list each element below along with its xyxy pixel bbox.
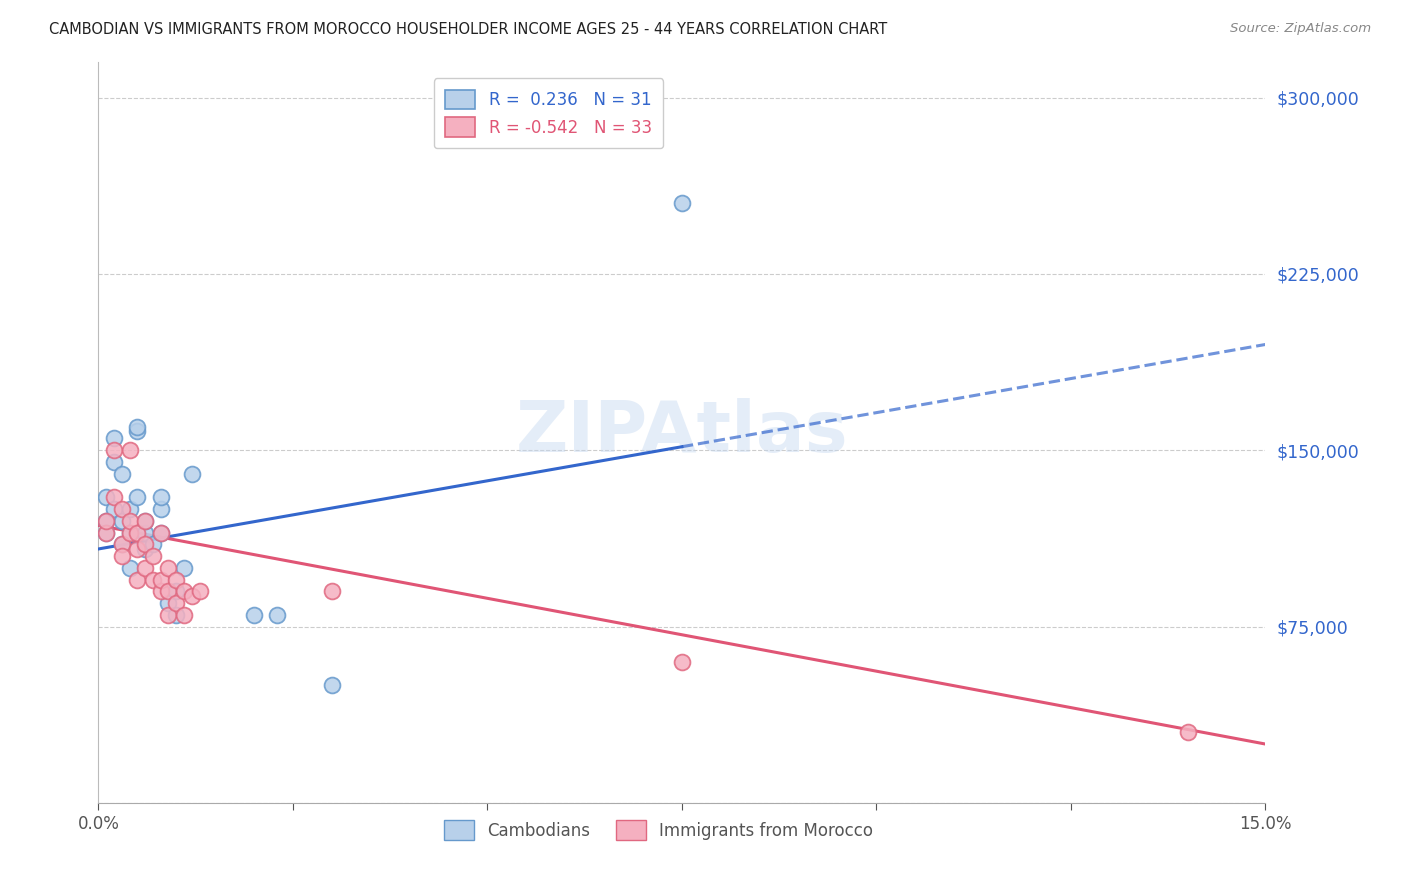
Point: [134, 514, 156, 528]
Point: [142, 537, 165, 551]
Text: Source: ZipAtlas.com: Source: ZipAtlas.com: [1230, 22, 1371, 36]
Point: [134, 537, 156, 551]
Point: [134, 514, 156, 528]
Point: [103, 455, 125, 469]
Point: [134, 561, 156, 575]
Point: [103, 443, 125, 458]
Point: [149, 573, 172, 587]
Point: [111, 549, 134, 563]
Point: [157, 584, 180, 599]
Point: [142, 549, 165, 563]
Point: [134, 525, 156, 540]
Point: [96, 525, 118, 540]
Point: [127, 490, 149, 504]
Point: [118, 502, 141, 516]
Point: [321, 584, 343, 599]
Point: [1177, 725, 1199, 739]
Point: [127, 525, 149, 540]
Point: [103, 490, 125, 504]
Point: [127, 541, 149, 556]
Point: [134, 541, 156, 556]
Point: [157, 607, 180, 622]
Point: [111, 537, 134, 551]
Point: [96, 525, 118, 540]
Point: [149, 502, 172, 516]
Point: [180, 467, 202, 481]
Point: [127, 419, 149, 434]
Point: [266, 607, 288, 622]
Point: [165, 607, 187, 622]
Point: [111, 502, 134, 516]
Point: [111, 514, 134, 528]
Point: [118, 443, 141, 458]
Point: [165, 573, 187, 587]
Point: [142, 573, 165, 587]
Point: [149, 584, 172, 599]
Point: [118, 525, 141, 540]
Point: [149, 525, 172, 540]
Point: [118, 514, 141, 528]
Point: [173, 561, 195, 575]
Point: [157, 596, 180, 610]
Point: [127, 425, 149, 439]
Point: [111, 537, 134, 551]
Point: [96, 514, 118, 528]
Point: [96, 490, 118, 504]
Point: [118, 525, 141, 540]
Point: [671, 655, 693, 669]
Point: [165, 596, 187, 610]
Point: [118, 561, 141, 575]
Point: [188, 584, 211, 599]
Point: [173, 607, 195, 622]
Point: [180, 589, 202, 603]
Point: [321, 678, 343, 692]
Point: [96, 514, 118, 528]
Point: [243, 607, 266, 622]
Legend: Cambodians, Immigrants from Morocco: Cambodians, Immigrants from Morocco: [437, 814, 880, 847]
Point: [103, 502, 125, 516]
Point: [149, 525, 172, 540]
Point: [111, 467, 134, 481]
Point: [103, 432, 125, 446]
Point: [671, 196, 693, 211]
Text: CAMBODIAN VS IMMIGRANTS FROM MOROCCO HOUSEHOLDER INCOME AGES 25 - 44 YEARS CORRE: CAMBODIAN VS IMMIGRANTS FROM MOROCCO HOU…: [49, 22, 887, 37]
Point: [149, 490, 172, 504]
Point: [127, 573, 149, 587]
Point: [165, 584, 187, 599]
Point: [173, 584, 195, 599]
Text: ZIPAtlas: ZIPAtlas: [516, 398, 848, 467]
Point: [157, 561, 180, 575]
